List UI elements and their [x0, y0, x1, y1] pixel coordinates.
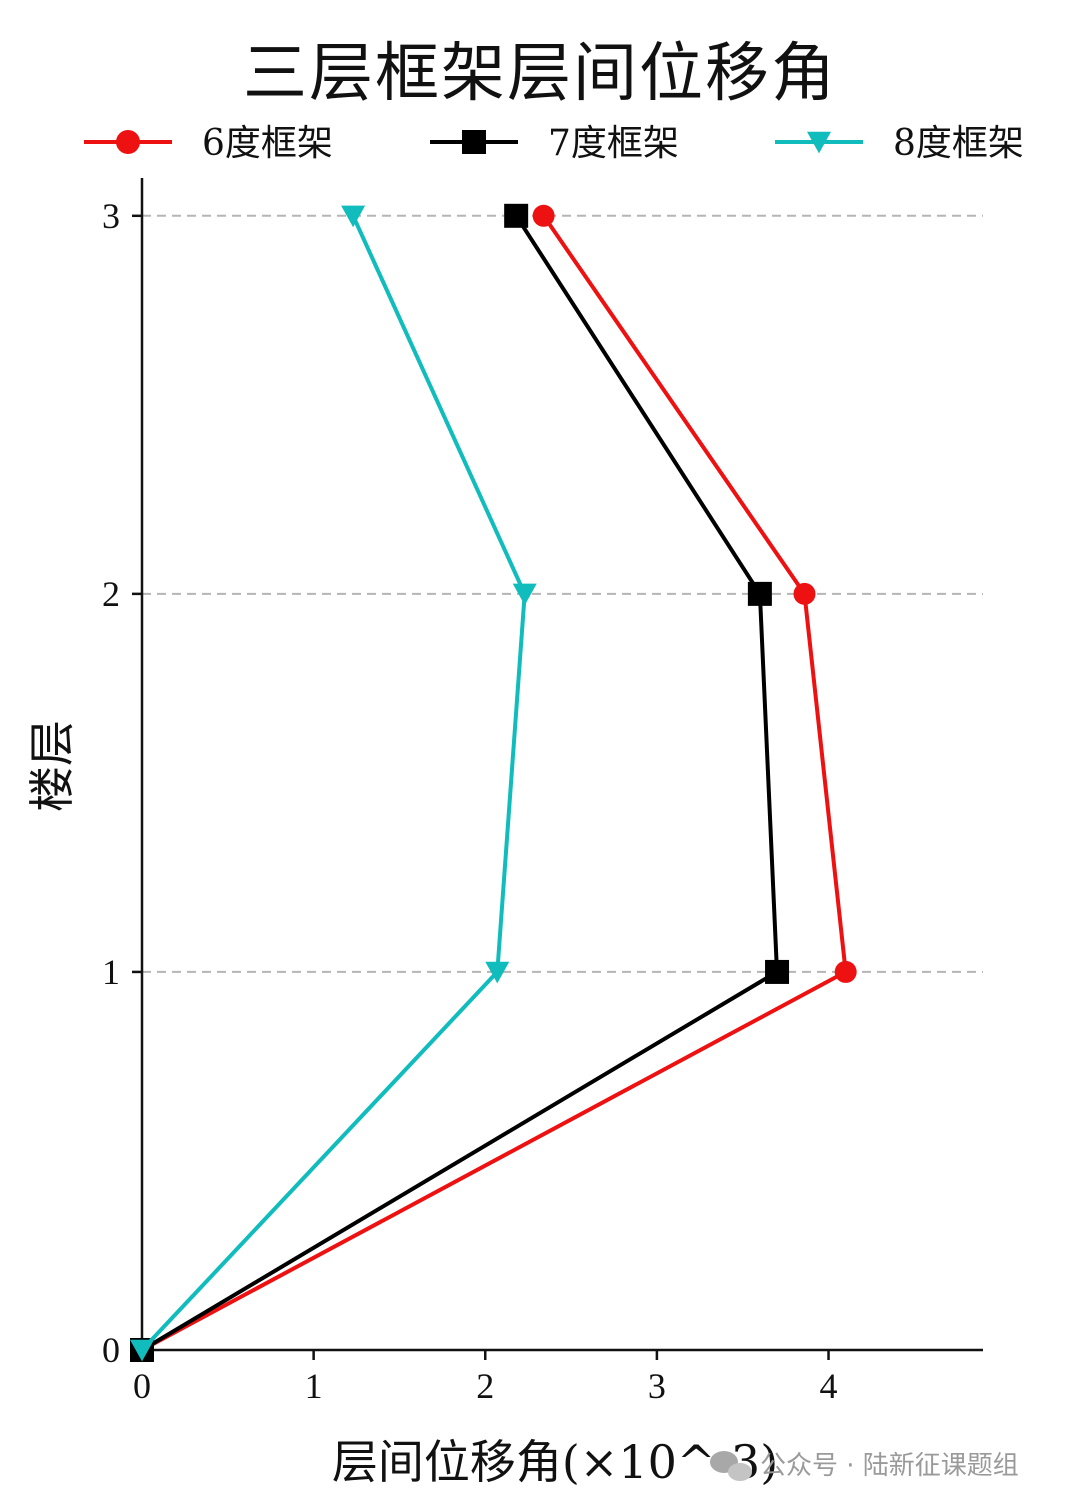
data-point [341, 205, 366, 228]
x-tick-label: 4 [820, 1366, 838, 1406]
y-tick-label: 0 [102, 1330, 120, 1370]
series-2 [130, 203, 790, 1362]
watermark: 公众号 · 陆新征课题组 [710, 1451, 1019, 1481]
series-group [130, 203, 857, 1362]
legend: 6度框架 7度框架 8度框架 [84, 123, 1024, 164]
legend-marker [807, 131, 831, 154]
data-point [512, 583, 537, 606]
legend-item: 6度框架 [84, 123, 333, 164]
y-tick-label: 1 [102, 952, 120, 992]
x-tick-label: 1 [305, 1366, 323, 1406]
y-tick-label: 2 [102, 574, 120, 614]
y-axis-label: 楼层 [25, 720, 79, 812]
data-point [834, 960, 857, 983]
data-point [485, 961, 510, 984]
series-line [140, 214, 779, 1352]
series-line [141, 214, 848, 1352]
chart-title: 三层框架层间位移角 [243, 37, 837, 111]
legend-item: 7度框架 [430, 123, 679, 164]
data-point [765, 959, 790, 984]
series-3 [130, 205, 537, 1362]
x-tick-label: 2 [476, 1366, 494, 1406]
watermark-text: 公众号 · 陆新征课题组 [760, 1451, 1019, 1481]
legend-label: 6度框架 [202, 123, 333, 164]
data-point [747, 581, 772, 606]
data-point [793, 582, 816, 605]
legend-label: 7度框架 [548, 123, 679, 164]
series-line [140, 214, 527, 1352]
x-tick-label: 0 [133, 1366, 151, 1406]
data-point [130, 1339, 154, 1362]
y-tick-label: 3 [102, 196, 120, 236]
data-point [504, 203, 529, 228]
x-tick-label: 3 [648, 1366, 666, 1406]
legend-item: 8度框架 [775, 123, 1024, 164]
legend-marker [116, 130, 140, 154]
axes: 0 1 2 3 4 0 1 2 3 [102, 178, 983, 1406]
legend-label: 8度框架 [893, 123, 1024, 164]
grid-lines [142, 214, 983, 973]
legend-marker [462, 130, 486, 154]
wechat-icon [710, 1451, 752, 1481]
x-axis-label: 层间位移角(×10^-3) [332, 1435, 778, 1489]
data-point [532, 204, 555, 227]
series-1 [131, 204, 857, 1361]
